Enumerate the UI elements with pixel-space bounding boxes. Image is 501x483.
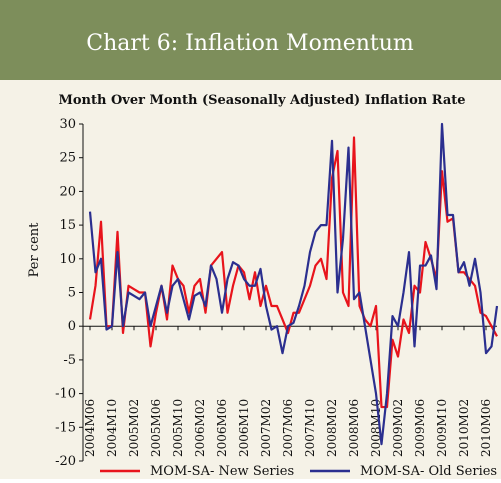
- y-axis-label: Per cent: [27, 222, 42, 278]
- x-tick-label: 2009M10: [435, 399, 449, 457]
- y-tick-label: 15: [59, 218, 76, 233]
- legend-label: MOM-SA- New Series: [150, 464, 294, 479]
- x-tick-label: 2007M06: [281, 399, 295, 457]
- x-tick-label: 2007M10: [303, 399, 317, 457]
- x-tick-label: 2006M10: [237, 399, 251, 457]
- x-tick-label: 2005M06: [149, 399, 163, 457]
- x-tick-label: 2007M02: [259, 399, 273, 457]
- y-tick-label: -5: [63, 353, 76, 368]
- y-tick-label: -10: [55, 387, 76, 402]
- y-tick-label: 0: [68, 319, 76, 334]
- chart-subtitle: Month Over Month (Seasonally Adjusted) I…: [58, 93, 465, 108]
- chart-title: Chart 6: Inflation Momentum: [86, 31, 414, 56]
- x-tick-label: 2005M10: [171, 399, 185, 457]
- legend-label: MOM-SA- Old Series: [360, 464, 497, 479]
- x-tick-label: 2006M02: [193, 399, 207, 457]
- x-tick-label: 2006M06: [215, 399, 229, 457]
- x-tick-label: 2004M06: [83, 399, 97, 457]
- y-tick-label: -20: [55, 454, 76, 469]
- x-tick-label: 2005M02: [127, 399, 141, 457]
- y-tick-label: 25: [59, 151, 76, 166]
- x-tick-label: 2010M06: [479, 399, 493, 457]
- y-tick-label: -15: [55, 420, 76, 435]
- header: [0, 0, 501, 80]
- y-tick-label: 5: [68, 286, 76, 301]
- x-tick-label: 2004M10: [105, 399, 119, 457]
- series-line: [88, 122, 499, 446]
- series-line: [88, 136, 498, 409]
- x-tick-label: 2008M10: [369, 399, 383, 457]
- y-tick-label: 10: [59, 252, 76, 267]
- x-tick-label: 2008M06: [347, 399, 361, 457]
- x-tick-label: 2009M06: [413, 399, 427, 457]
- y-tick-label: 30: [59, 117, 76, 132]
- y-tick-label: 20: [59, 184, 76, 199]
- x-tick-label: 2008M02: [325, 399, 339, 457]
- x-tick-label: 2010M02: [457, 399, 471, 457]
- x-tick-label: 2009M02: [391, 399, 405, 457]
